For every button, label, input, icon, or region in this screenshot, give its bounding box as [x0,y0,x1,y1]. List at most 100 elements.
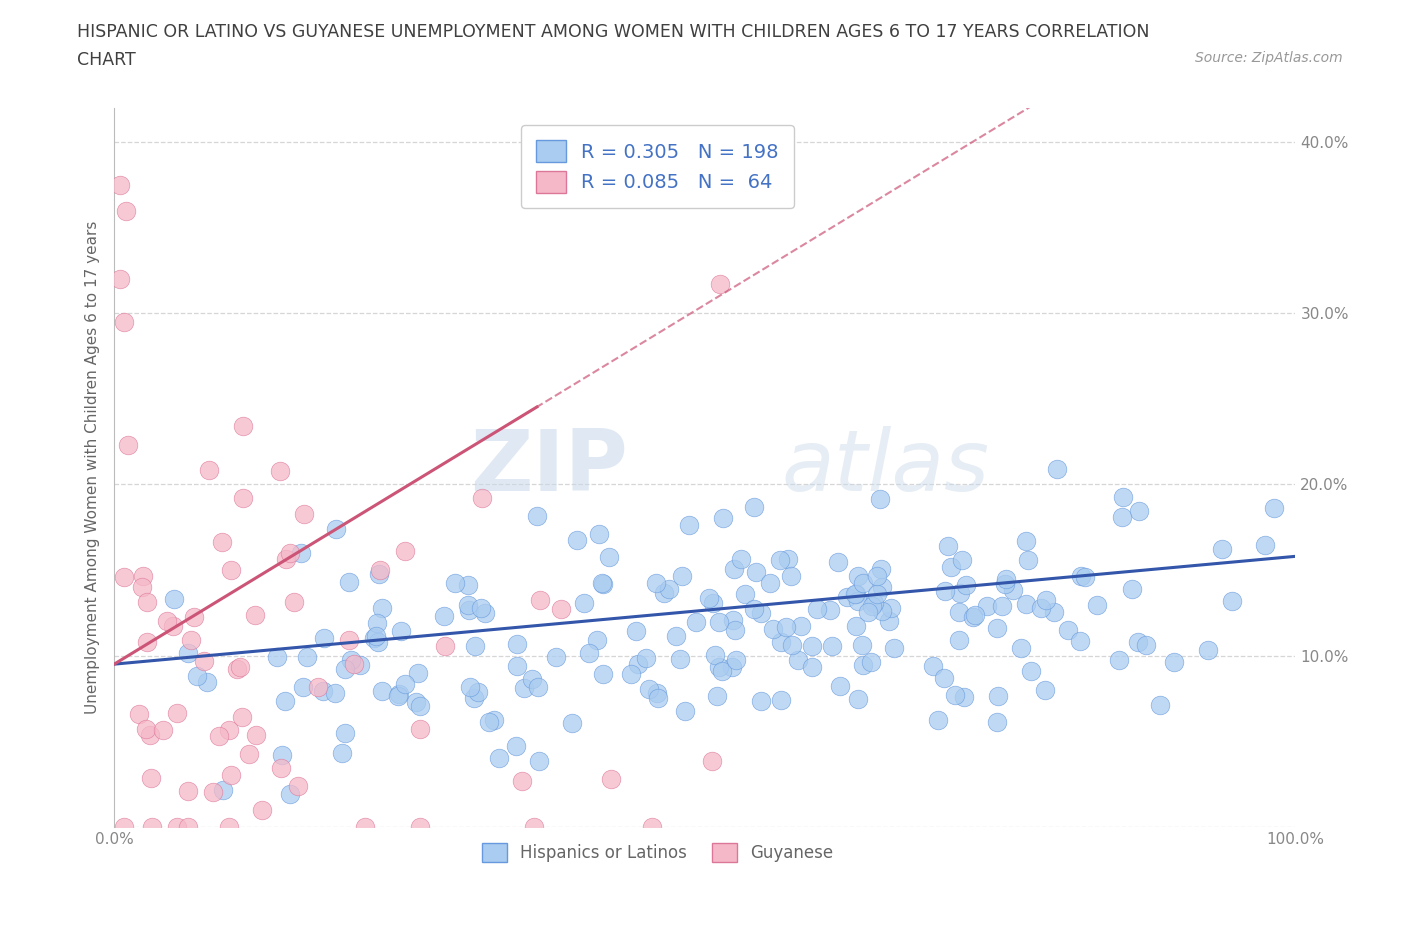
Point [702,595,724,610]
Point [166,705,188,720]
Point [770,693,793,708]
Point [135,722,157,737]
Point [131,579,153,594]
Point [550,602,572,617]
Point [474,605,496,620]
Point [139,770,162,785]
Point [620,667,643,682]
Point [730,552,752,567]
Point [652,585,675,600]
Point [949,586,972,601]
Point [1015,596,1038,611]
Point [323,685,346,700]
Point [312,631,335,645]
Point [721,659,744,674]
Point [991,599,1014,614]
Point [624,623,647,638]
Point [409,722,432,737]
Point [232,418,254,433]
Point [948,632,970,647]
Point [219,563,242,578]
Point [780,568,803,583]
Point [749,693,772,708]
Point [238,747,260,762]
Point [340,653,363,668]
Point [128,706,150,721]
Text: ZIP: ZIP [470,426,628,509]
Point [278,546,301,561]
Point [394,677,416,692]
Point [457,597,479,612]
Point [943,687,966,702]
Point [685,615,707,630]
Point [208,728,231,743]
Point [278,787,301,802]
Point [866,568,889,583]
Point [457,578,479,592]
Point [711,664,734,679]
Point [1019,663,1042,678]
Point [647,691,669,706]
Point [409,698,432,713]
Point [567,533,589,548]
Point [162,618,184,633]
Point [139,727,162,742]
Point [389,623,412,638]
Point [1074,569,1097,584]
Point [1220,593,1243,608]
Point [274,551,297,566]
Point [1035,592,1057,607]
Point [801,659,824,674]
Point [845,618,868,633]
Point [955,578,977,592]
Point [339,633,361,648]
Point [995,571,1018,586]
Point [1033,683,1056,698]
Point [330,746,353,761]
Point [544,649,567,664]
Point [156,614,179,629]
Point [349,658,371,672]
Point [513,681,536,696]
Point [598,550,620,565]
Point [846,568,869,583]
Point [852,658,875,672]
Point [108,178,131,193]
Point [986,714,1008,729]
Point [1163,654,1185,669]
Point [406,665,429,680]
Point [1069,634,1091,649]
Point [711,511,734,525]
Point [806,602,828,617]
Point [848,692,870,707]
Point [433,639,456,654]
Point [745,565,768,579]
Point [870,580,893,595]
Point [274,693,297,708]
Point [827,554,849,569]
Point [775,619,797,634]
Point [976,598,998,613]
Point [706,688,728,703]
Point [776,551,799,566]
Point [1211,541,1233,556]
Point [586,632,609,647]
Point [860,599,883,614]
Point [218,819,240,834]
Point [141,819,163,834]
Point [592,577,614,591]
Point [337,575,360,590]
Point [112,314,135,329]
Point [869,491,891,506]
Point [588,526,610,541]
Point [1070,569,1092,584]
Point [742,601,765,616]
Point [627,657,650,671]
Point [232,490,254,505]
Point [523,819,546,834]
Point [787,652,810,667]
Point [287,778,309,793]
Point [883,640,905,655]
Point [950,552,973,567]
Point [458,603,481,618]
